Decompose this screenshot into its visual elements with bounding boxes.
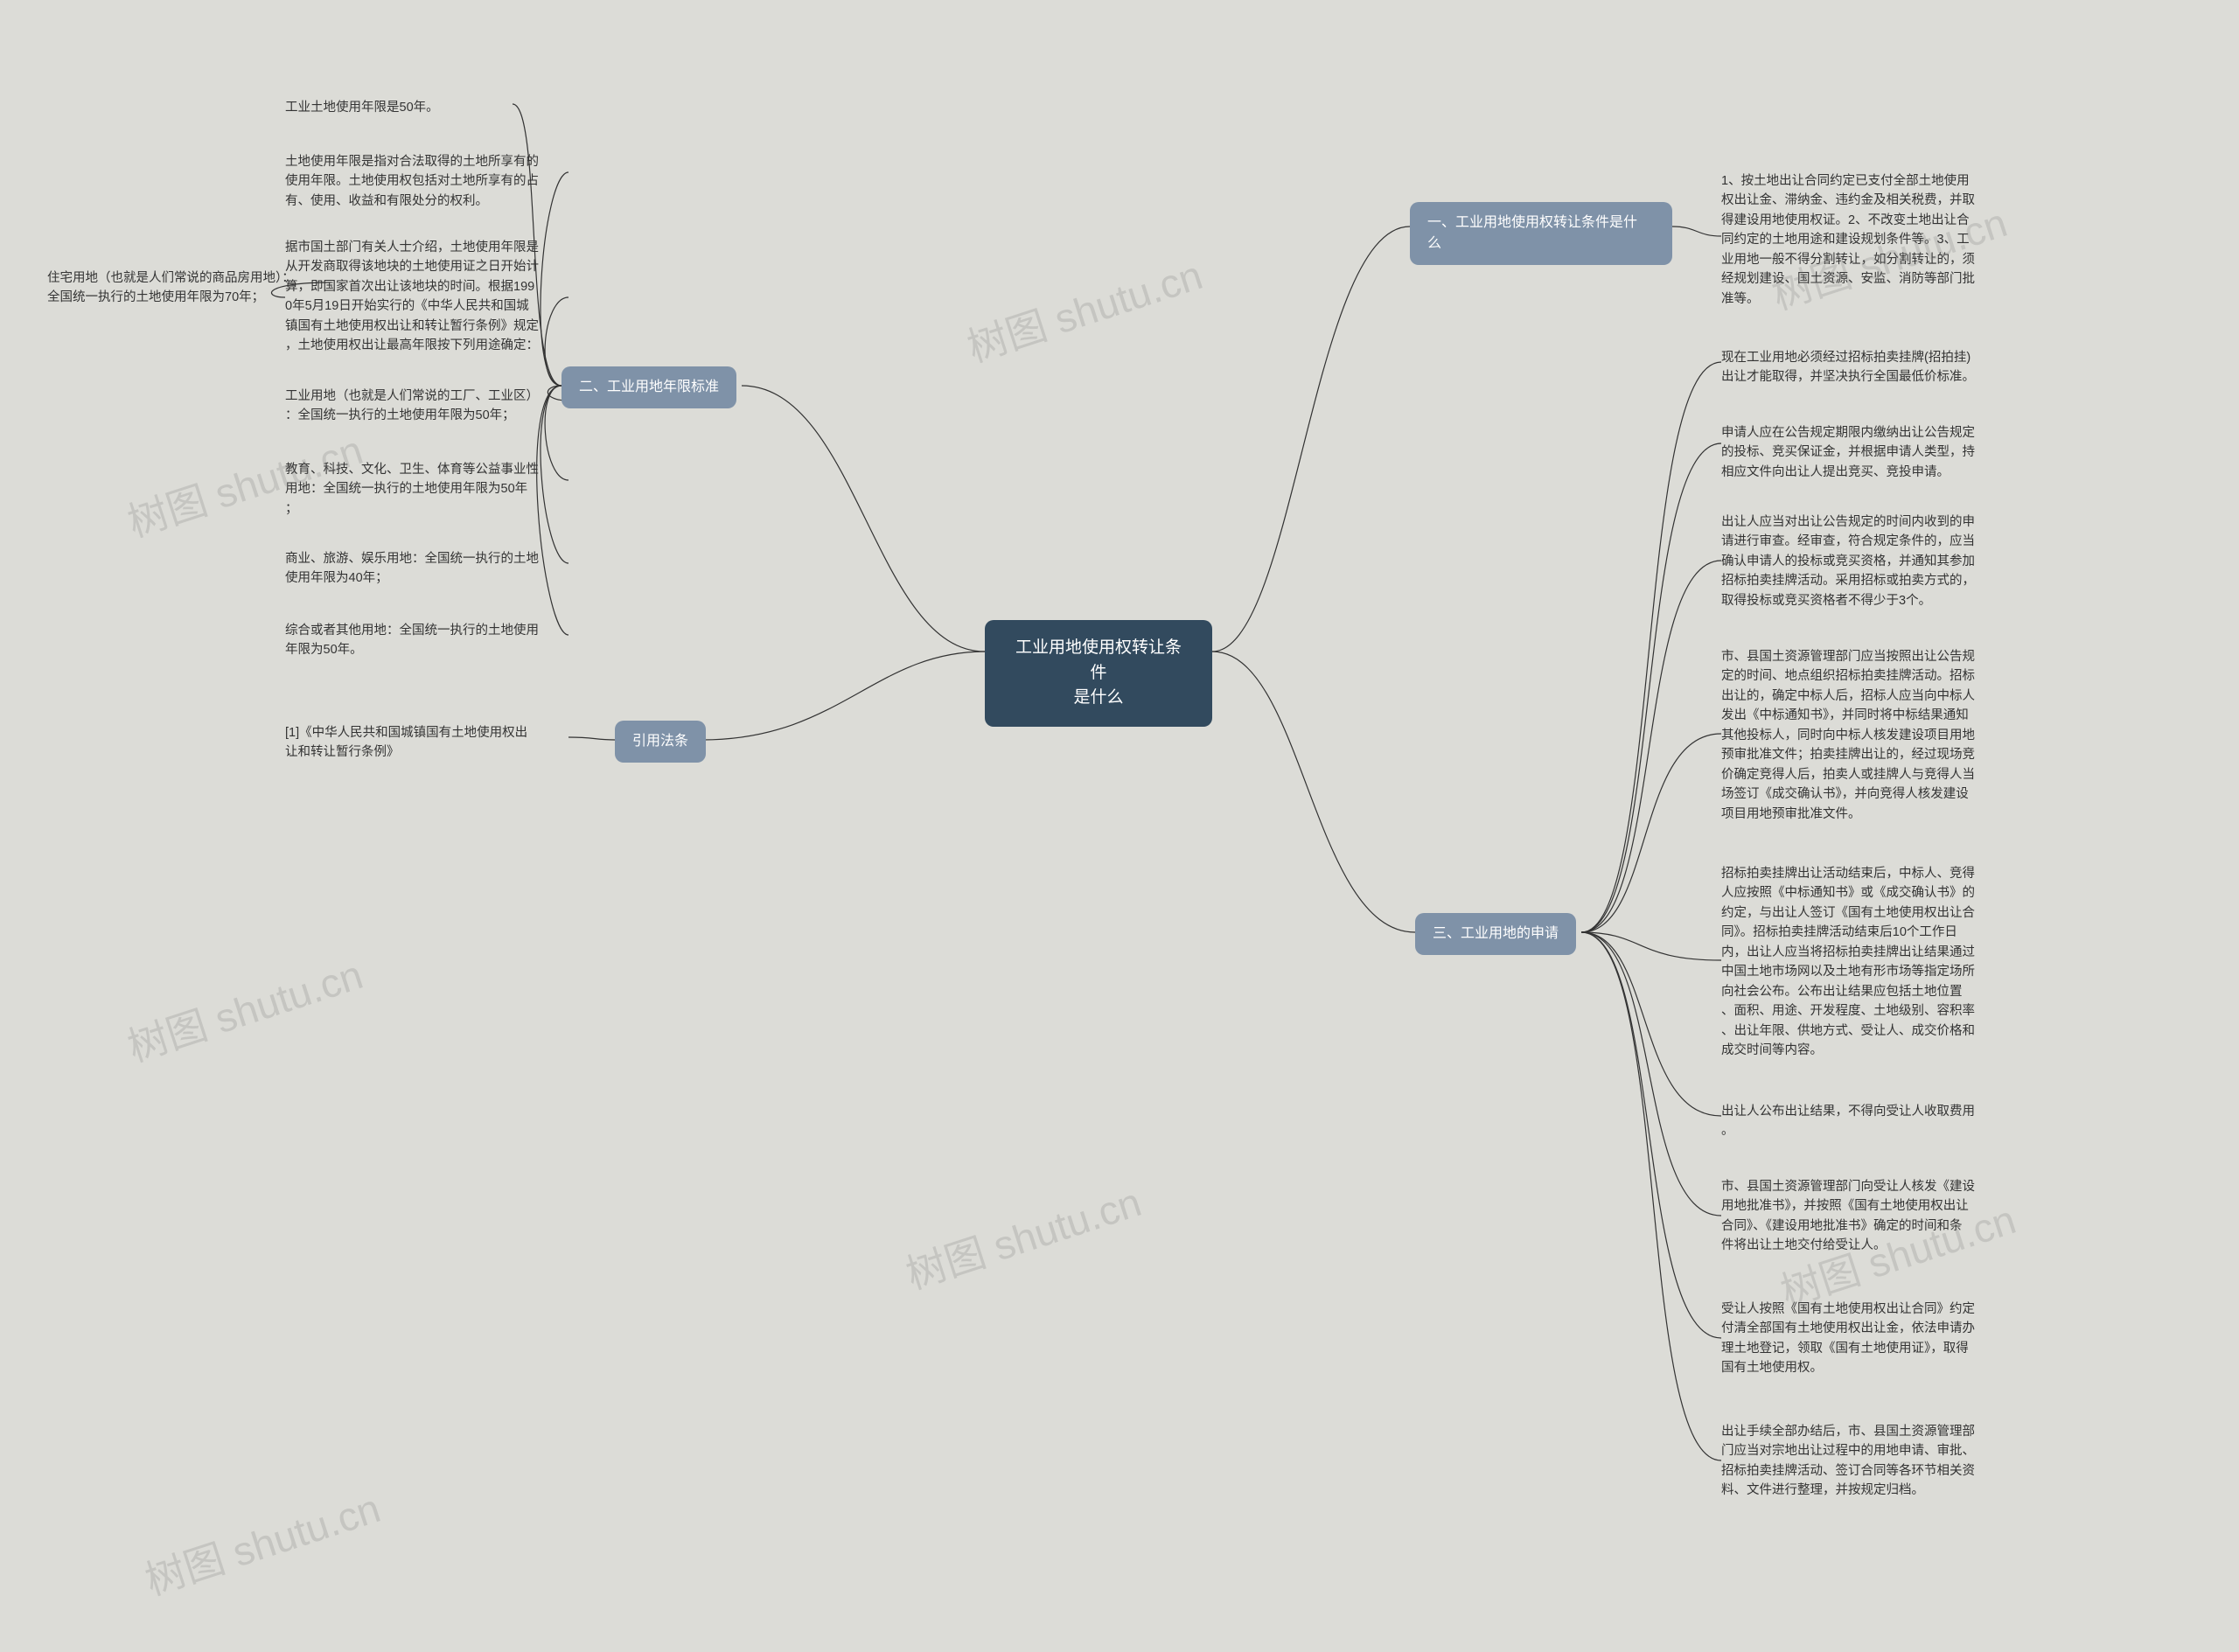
leaf-b2-3a[interactable]: 住宅用地（也就是人们常说的商品房用地）：全国统一执行的土地使用年限为70年； xyxy=(47,268,331,308)
branch-label: 一、工业用地使用权转让条件是什么 xyxy=(1427,215,1637,251)
leaf-text: 住宅用地（也就是人们常说的商品房用地）：全国统一执行的土地使用年限为70年； xyxy=(47,271,295,304)
branch-label: 三、工业用地的申请 xyxy=(1433,926,1559,941)
leaf-b2-6[interactable]: 商业、旅游、娱乐用地：全国统一执行的土地使用年限为40年； xyxy=(285,549,568,589)
leaf-text: 市、县国土资源管理部门应当按照出让公告规定的时间、地点组织招标拍卖挂牌活动。招标… xyxy=(1721,650,1975,821)
leaf-text: 工业用地（也就是人们常说的工厂、工业区）：全国统一执行的土地使用年限为50年； xyxy=(285,389,539,422)
branch-b1[interactable]: 一、工业用地使用权转让条件是什么 xyxy=(1410,202,1672,265)
leaf-b4-1[interactable]: [1]《中华人民共和国城镇国有土地使用权出让和转让暂行条例》 xyxy=(285,723,568,763)
center-node[interactable]: 工业用地使用权转让条件是什么 xyxy=(985,620,1212,727)
branch-b2[interactable]: 二、工业用地年限标准 xyxy=(561,366,736,408)
edge xyxy=(1212,227,1410,652)
branch-b3[interactable]: 三、工业用地的申请 xyxy=(1415,913,1576,955)
leaf-b3-3[interactable]: 出让人应当对出让公告规定的时间内收到的申请进行审查。经审查，符合规定条件的，应当… xyxy=(1721,512,2005,610)
edge xyxy=(1212,652,1415,932)
leaf-b3-9[interactable]: 出让手续全部办结后，市、县国土资源管理部门应当对宗地出让过程中的用地申请、审批、… xyxy=(1721,1422,2005,1501)
edge xyxy=(1672,227,1721,236)
edge xyxy=(1581,932,1721,960)
leaf-b2-1[interactable]: 工业土地使用年限是50年。 xyxy=(285,98,513,117)
leaf-text: [1]《中华人民共和国城镇国有土地使用权出让和转让暂行条例》 xyxy=(285,726,527,759)
leaf-text: 受让人按照《国有土地使用权出让合同》约定付清全部国有土地使用权出让金，依法申请办… xyxy=(1721,1302,1975,1375)
leaf-text: 申请人应在公告规定期限内缴纳出让公告规定的投标、竞买保证金，并根据申请人类型，持… xyxy=(1721,426,1975,479)
edge xyxy=(568,737,615,740)
leaf-b3-7[interactable]: 市、县国土资源管理部门向受让人核发《建设用地批准书》，并按照《国有土地使用权出让… xyxy=(1721,1177,2005,1256)
edge xyxy=(702,652,985,740)
leaf-text: 出让人公布出让结果，不得向受让人收取费用。 xyxy=(1721,1105,1975,1138)
leaf-text: 出让人应当对出让公告规定的时间内收到的申请进行审查。经审查，符合规定条件的，应当… xyxy=(1721,515,1975,608)
leaf-text: 工业土地使用年限是50年。 xyxy=(285,101,439,115)
edge xyxy=(1581,932,1721,1216)
leaf-text: 出让手续全部办结后，市、县国土资源管理部门应当对宗地出让过程中的用地申请、审批、… xyxy=(1721,1425,1975,1497)
leaf-text: 综合或者其他用地：全国统一执行的土地使用年限为50年。 xyxy=(285,624,539,657)
leaf-text: 1、按土地出让合同约定已支付全部土地使用权出让金、滞纳金、违约金及相关税费，并取… xyxy=(1721,174,1975,306)
mindmap-canvas: 工业用地使用权转让条件是什么 一、工业用地使用权转让条件是什么 二、工业用地年限… xyxy=(0,0,2239,1652)
center-label: 工业用地使用权转让条件是什么 xyxy=(1015,638,1182,707)
edge xyxy=(1581,932,1721,1338)
leaf-b3-6[interactable]: 出让人公布出让结果，不得向受让人收取费用。 xyxy=(1721,1102,2005,1141)
leaf-text: 商业、旅游、娱乐用地：全国统一执行的土地使用年限为40年； xyxy=(285,552,539,585)
leaf-b2-5[interactable]: 教育、科技、文化、卫生、体育等公益事业性用地：全国统一执行的土地使用年限为50年… xyxy=(285,460,568,519)
leaf-text: 土地使用年限是指对合法取得的土地所享有的使用年限。土地使用权包括对土地所享有的占… xyxy=(285,155,539,208)
leaf-b3-8[interactable]: 受让人按照《国有土地使用权出让合同》约定付清全部国有土地使用权出让金，依法申请办… xyxy=(1721,1300,2005,1378)
leaf-text: 现在工业用地必须经过招标拍卖挂牌(招拍挂)出让才能取得，并坚决执行全国最低价标准… xyxy=(1721,351,1975,384)
leaf-b3-5[interactable]: 招标拍卖挂牌出让活动结束后，中标人、竞得人应按照《中标通知书》或《成交确认书》的… xyxy=(1721,864,2005,1061)
branch-label: 二、工业用地年限标准 xyxy=(579,380,719,394)
leaf-b2-7[interactable]: 综合或者其他用地：全国统一执行的土地使用年限为50年。 xyxy=(285,621,568,660)
leaf-b2-4[interactable]: 工业用地（也就是人们常说的工厂、工业区）：全国统一执行的土地使用年限为50年； xyxy=(285,387,568,426)
leaf-b2-2[interactable]: 土地使用年限是指对合法取得的土地所享有的使用年限。土地使用权包括对土地所享有的占… xyxy=(285,152,568,211)
leaf-text: 教育、科技、文化、卫生、体育等公益事业性用地：全国统一执行的土地使用年限为50年… xyxy=(285,463,539,516)
edge xyxy=(1581,362,1721,932)
leaf-text: 市、县国土资源管理部门向受让人核发《建设用地批准书》，并按照《国有土地使用权出让… xyxy=(1721,1180,1975,1252)
leaf-b1-1[interactable]: 1、按土地出让合同约定已支付全部土地使用权出让金、滞纳金、违约金及相关税费，并取… xyxy=(1721,171,2005,309)
leaf-b3-1[interactable]: 现在工业用地必须经过招标拍卖挂牌(招拍挂)出让才能取得，并坚决执行全国最低价标准… xyxy=(1721,348,2005,387)
leaf-b3-4[interactable]: 市、县国土资源管理部门应当按照出让公告规定的时间、地点组织招标拍卖挂牌活动。招标… xyxy=(1721,647,2005,824)
edge xyxy=(1581,561,1721,932)
edge xyxy=(1581,734,1721,932)
branch-b4[interactable]: 引用法条 xyxy=(615,721,706,763)
edge xyxy=(742,386,985,652)
edge xyxy=(1581,932,1721,1460)
leaf-b3-2[interactable]: 申请人应在公告规定期限内缴纳出让公告规定的投标、竞买保证金，并根据申请人类型，持… xyxy=(1721,423,2005,482)
leaf-text: 招标拍卖挂牌出让活动结束后，中标人、竞得人应按照《中标通知书》或《成交确认书》的… xyxy=(1721,867,1975,1057)
edge xyxy=(1581,443,1721,932)
branch-label: 引用法条 xyxy=(632,734,688,749)
